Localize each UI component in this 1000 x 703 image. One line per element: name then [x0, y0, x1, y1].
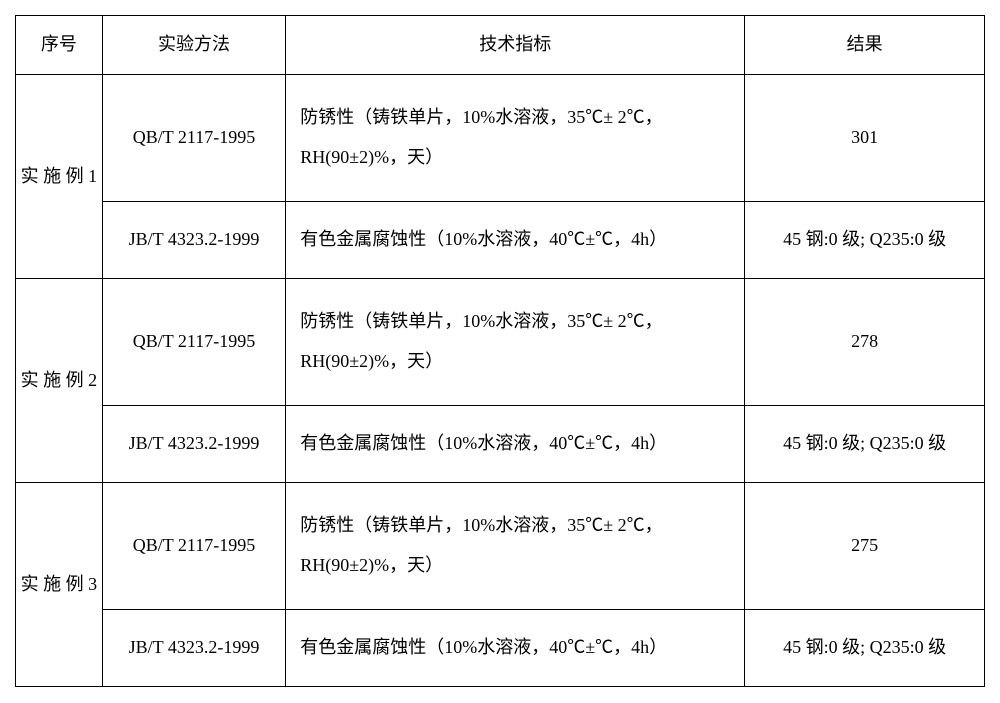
table-row: JB/T 4323.2-1999 有色金属腐蚀性（10%水溶液，40℃±℃，4h… [16, 202, 985, 279]
cell-result: 45 钢:0 级; Q235:0 级 [745, 202, 985, 279]
cell-result: 275 [745, 483, 985, 610]
cell-result: 278 [745, 279, 985, 406]
data-table: 序号 实验方法 技术指标 结果 实 施 例 1 QB/T 2117-1995 防… [15, 15, 985, 687]
cell-method: QB/T 2117-1995 [102, 483, 286, 610]
cell-seq: 实 施 例 2 [16, 279, 103, 483]
cell-result: 45 钢:0 级; Q235:0 级 [745, 406, 985, 483]
header-tech: 技术指标 [286, 16, 745, 75]
cell-method: JB/T 4323.2-1999 [102, 202, 286, 279]
cell-tech: 有色金属腐蚀性（10%水溶液，40℃±℃，4h） [286, 610, 745, 687]
cell-tech: 有色金属腐蚀性（10%水溶液，40℃±℃，4h） [286, 406, 745, 483]
cell-result: 301 [745, 75, 985, 202]
cell-method: QB/T 2117-1995 [102, 75, 286, 202]
cell-tech: 防锈性（铸铁单片，10%水溶液，35℃± 2℃，RH(90±2)%，天） [286, 279, 745, 406]
table-header-row: 序号 实验方法 技术指标 结果 [16, 16, 985, 75]
cell-method: JB/T 4323.2-1999 [102, 610, 286, 687]
table-row: JB/T 4323.2-1999 有色金属腐蚀性（10%水溶液，40℃±℃，4h… [16, 610, 985, 687]
table-row: 实 施 例 3 QB/T 2117-1995 防锈性（铸铁单片，10%水溶液，3… [16, 483, 985, 610]
header-result: 结果 [745, 16, 985, 75]
table-row: 实 施 例 1 QB/T 2117-1995 防锈性（铸铁单片，10%水溶液，3… [16, 75, 985, 202]
table-row: JB/T 4323.2-1999 有色金属腐蚀性（10%水溶液，40℃±℃，4h… [16, 406, 985, 483]
table-row: 实 施 例 2 QB/T 2117-1995 防锈性（铸铁单片，10%水溶液，3… [16, 279, 985, 406]
cell-tech: 防锈性（铸铁单片，10%水溶液，35℃± 2℃，RH(90±2)%，天） [286, 75, 745, 202]
cell-tech: 有色金属腐蚀性（10%水溶液，40℃±℃，4h） [286, 202, 745, 279]
cell-method: QB/T 2117-1995 [102, 279, 286, 406]
cell-result: 45 钢:0 级; Q235:0 级 [745, 610, 985, 687]
header-seq: 序号 [16, 16, 103, 75]
cell-seq: 实 施 例 3 [16, 483, 103, 687]
cell-method: JB/T 4323.2-1999 [102, 406, 286, 483]
cell-tech: 防锈性（铸铁单片，10%水溶液，35℃± 2℃，RH(90±2)%，天） [286, 483, 745, 610]
cell-seq: 实 施 例 1 [16, 75, 103, 279]
header-method: 实验方法 [102, 16, 286, 75]
